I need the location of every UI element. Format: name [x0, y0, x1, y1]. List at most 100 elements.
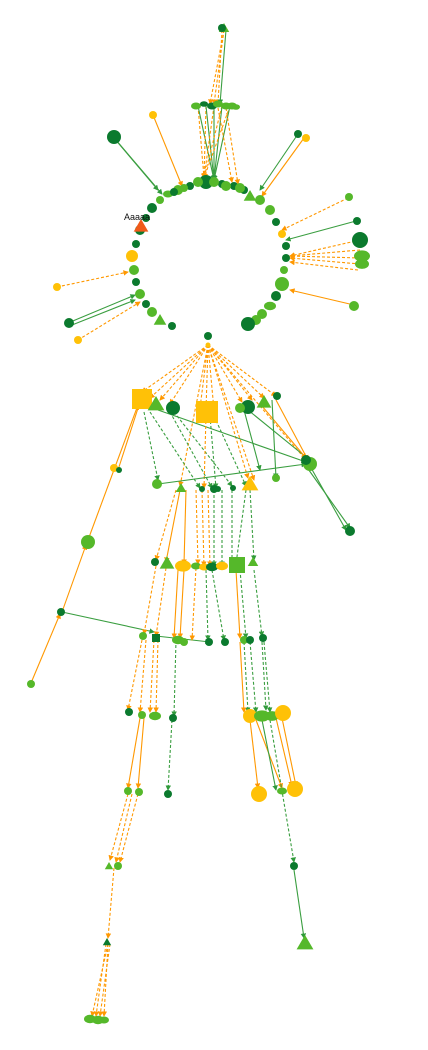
edge-4 — [197, 105, 207, 179]
edge-111 — [108, 793, 129, 861]
node-14 — [353, 217, 361, 225]
edge-103 — [135, 717, 145, 789]
edge-59 — [243, 409, 262, 471]
edge-19 — [259, 133, 299, 191]
edge-99 — [263, 641, 273, 713]
edge-60 — [271, 399, 279, 479]
node-124 — [114, 862, 122, 870]
node-37 — [153, 314, 167, 325]
node-95 — [216, 561, 228, 571]
edge-92 — [137, 639, 147, 713]
node-85 — [215, 486, 221, 492]
node-18 — [349, 301, 359, 311]
edge-54 — [261, 405, 307, 459]
edge-102 — [126, 717, 141, 789]
node-63 — [204, 332, 212, 340]
edge-12 — [202, 105, 231, 179]
edge-87 — [235, 569, 243, 639]
edge-117 — [97, 943, 111, 1017]
node-1 — [218, 24, 226, 32]
edge-10 — [202, 105, 223, 179]
edge-65 — [87, 404, 139, 541]
node-80 — [57, 608, 65, 616]
node-71 — [256, 395, 272, 408]
edge-47 — [178, 344, 209, 487]
node-72 — [273, 392, 281, 400]
node-9 — [149, 111, 157, 119]
node-120 — [287, 781, 303, 797]
node-21 — [74, 336, 82, 344]
edge-64 — [117, 401, 142, 471]
node-layer — [27, 23, 370, 1025]
edge-51 — [173, 411, 233, 487]
node-12 — [302, 134, 310, 142]
node-93 — [199, 563, 209, 571]
edge-63 — [157, 461, 307, 485]
node-125 — [102, 938, 112, 946]
edge-107 — [281, 717, 298, 787]
node-15 — [352, 232, 368, 248]
edge-83 — [177, 569, 185, 639]
edge-85 — [205, 569, 211, 641]
node-16 — [354, 250, 370, 262]
edge-94 — [153, 639, 159, 713]
edge-15 — [225, 107, 241, 185]
edge-13 — [212, 105, 231, 181]
node-30 — [132, 240, 140, 248]
node-79 — [81, 535, 95, 549]
edge-36 — [169, 344, 209, 405]
edge-2 — [217, 29, 227, 105]
node-13 — [345, 193, 353, 201]
node-121 — [290, 862, 298, 870]
node-19 — [53, 283, 61, 291]
node-105 — [246, 636, 254, 644]
node-128 — [99, 1016, 109, 1024]
node-109 — [149, 711, 161, 721]
edge-22 — [285, 220, 357, 242]
edge-44 — [207, 344, 307, 461]
edge-26 — [289, 255, 361, 265]
edge-5 — [197, 105, 216, 181]
node-43 — [255, 195, 265, 205]
node-87 — [241, 476, 259, 491]
edge-46 — [207, 344, 250, 479]
node-51 — [271, 291, 281, 301]
node-46 — [278, 230, 286, 238]
edge-84 — [171, 569, 179, 639]
edge-0 — [211, 29, 225, 105]
edge-89 — [253, 569, 265, 637]
node-52 — [264, 301, 276, 311]
edge-66 — [30, 613, 61, 684]
node-56 — [193, 177, 203, 187]
node-115 — [124, 787, 132, 795]
edge-95 — [171, 639, 177, 717]
node-92 — [191, 562, 201, 570]
node-36 — [147, 307, 157, 317]
node-108 — [138, 711, 146, 719]
node-10 — [107, 130, 121, 144]
edge-23 — [289, 239, 361, 258]
edge-90 — [189, 567, 197, 641]
node-68 — [196, 401, 218, 423]
edge-30 — [67, 294, 136, 324]
edge-6 — [201, 105, 207, 179]
node-86 — [230, 485, 236, 491]
node-35 — [142, 300, 150, 308]
node-60 — [180, 184, 188, 192]
edge-11 — [211, 105, 223, 181]
edge-33 — [141, 344, 209, 393]
node-47 — [282, 242, 290, 250]
edge-21 — [281, 197, 349, 231]
node-117 — [164, 790, 172, 798]
edge-68 — [61, 611, 155, 634]
node-104 — [240, 636, 248, 644]
edge-81 — [142, 565, 157, 635]
edge-74 — [207, 489, 213, 567]
node-5 — [213, 100, 223, 108]
edge-96 — [243, 641, 251, 713]
edge-80 — [154, 489, 177, 561]
node-27 — [147, 203, 157, 213]
node-77 — [116, 467, 122, 473]
edge-112 — [114, 793, 133, 863]
